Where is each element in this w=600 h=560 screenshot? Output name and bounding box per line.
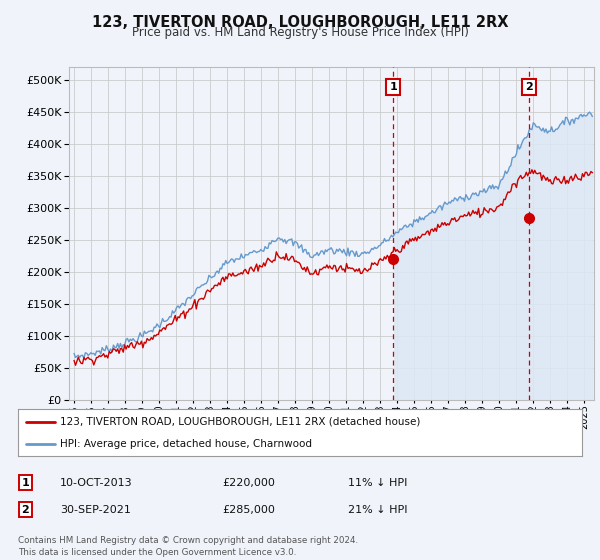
Text: 30-SEP-2021: 30-SEP-2021 (60, 505, 131, 515)
Text: 1: 1 (22, 478, 29, 488)
Text: Contains HM Land Registry data © Crown copyright and database right 2024.
This d: Contains HM Land Registry data © Crown c… (18, 536, 358, 557)
Text: £220,000: £220,000 (222, 478, 275, 488)
Text: £285,000: £285,000 (222, 505, 275, 515)
Text: 1: 1 (389, 82, 397, 92)
Text: 2: 2 (525, 82, 532, 92)
Text: 21% ↓ HPI: 21% ↓ HPI (348, 505, 407, 515)
Text: 11% ↓ HPI: 11% ↓ HPI (348, 478, 407, 488)
Text: HPI: Average price, detached house, Charnwood: HPI: Average price, detached house, Char… (60, 438, 313, 449)
Text: 123, TIVERTON ROAD, LOUGHBOROUGH, LE11 2RX (detached house): 123, TIVERTON ROAD, LOUGHBOROUGH, LE11 2… (60, 417, 421, 427)
Text: 2: 2 (22, 505, 29, 515)
Text: 123, TIVERTON ROAD, LOUGHBOROUGH, LE11 2RX: 123, TIVERTON ROAD, LOUGHBOROUGH, LE11 2… (92, 15, 508, 30)
Text: Price paid vs. HM Land Registry's House Price Index (HPI): Price paid vs. HM Land Registry's House … (131, 26, 469, 39)
Text: 10-OCT-2013: 10-OCT-2013 (60, 478, 133, 488)
